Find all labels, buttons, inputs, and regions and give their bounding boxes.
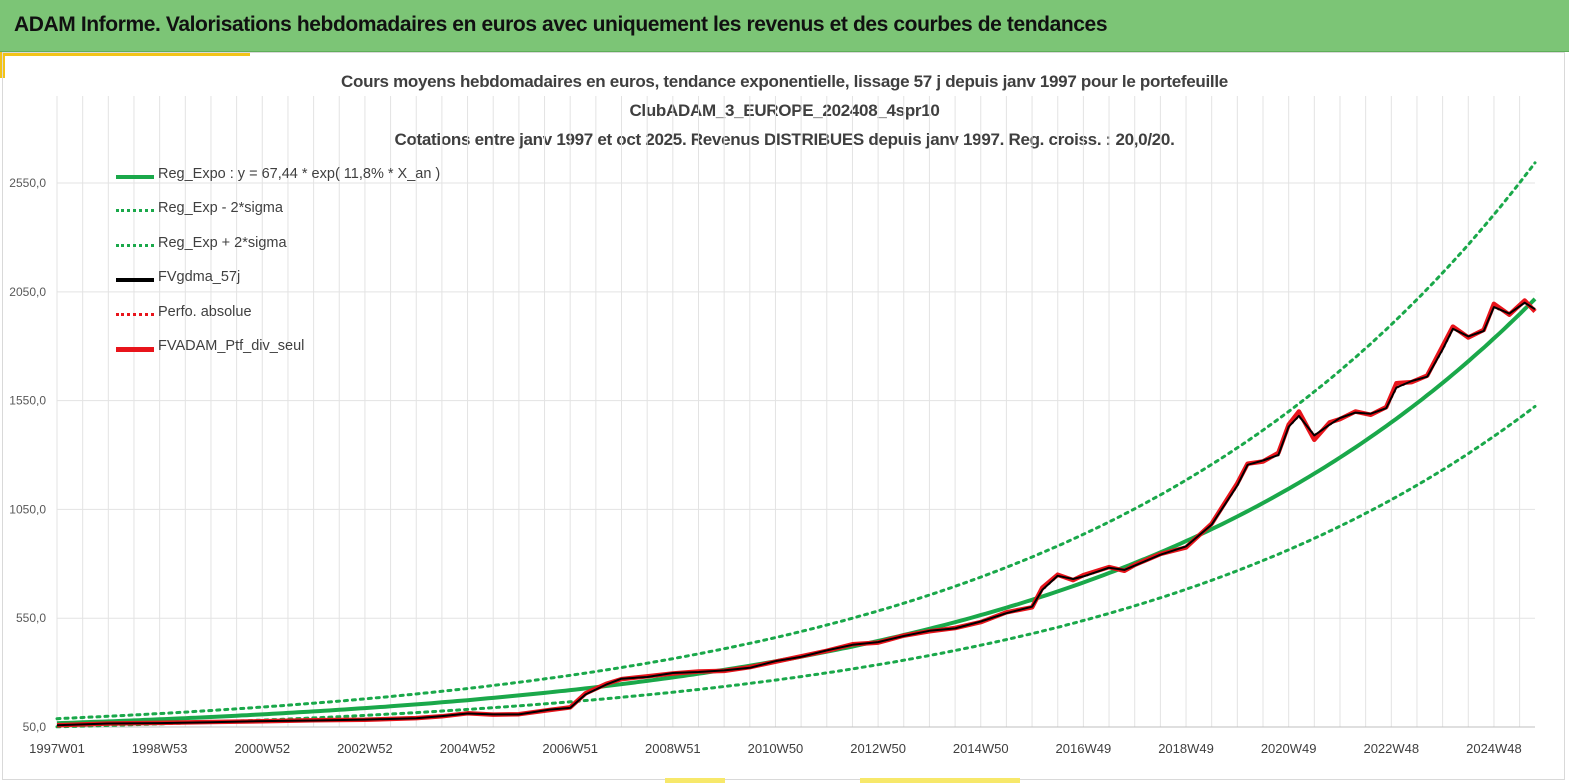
chart-title-line-1: Cours moyens hebdomadaires en euros, ten… xyxy=(341,72,1228,91)
page-title: ADAM Informe. Valorisations hebdomadaire… xyxy=(14,13,1108,36)
x-tick-label: 2002W52 xyxy=(337,741,393,756)
legend-label-reg-exp-plus: Reg_Exp + 2*sigma xyxy=(158,234,287,251)
chart-frame xyxy=(2,52,1565,780)
legend-swatch-reg-exp-plus xyxy=(116,243,154,247)
legend-label-reg-expo: Reg_Expo : y = 67,44 * exp( 11,8% * X_an… xyxy=(158,166,441,182)
x-axis: 1997W01 1998W53 2000W52 2002W52 2004W52 2006W… xyxy=(29,726,1535,756)
series-perfo-absolue xyxy=(56,301,1536,727)
legend-swatch-reg-exp-minus xyxy=(116,209,154,213)
chart-title-line-3: Cotations entre janv 1997 et oct 2025. R… xyxy=(394,130,1175,149)
legend-swatch-reg-expo xyxy=(116,175,154,179)
y-tick-label: 1050,0 xyxy=(9,502,46,516)
y-tick-label: 2050,0 xyxy=(9,285,46,299)
series-fvgdma-57j xyxy=(56,301,1536,727)
x-tick-label: 2004W52 xyxy=(440,741,496,756)
header-banner: ADAM Informe. Valorisations hebdomadaire… xyxy=(0,0,1569,52)
legend-swatch-fvgdma xyxy=(116,278,154,283)
legend-label-reg-exp-minus: Reg_Exp - 2*sigma xyxy=(158,200,283,217)
chart-title-line-2: ClubADAM_3_EUROPE_202408_4spr10 xyxy=(629,101,940,120)
series-reg-exp-minus-2sigma xyxy=(55,404,1537,729)
legend-label-fvgdma: FVgdma_57j xyxy=(158,269,241,286)
x-tick-label: 2024W48 xyxy=(1466,741,1522,756)
x-tick-label: 1998W53 xyxy=(132,741,188,756)
y-axis: 50,0 550,0 1050,0 1550,0 2050,0 2550,0 xyxy=(9,176,46,734)
series-fvadam-ptf-div-seul xyxy=(56,298,1537,728)
x-tick-label: 2016W49 xyxy=(1056,741,1112,756)
x-tick-label: 2008W51 xyxy=(645,741,701,756)
legend-label-perfo: Perfo. absolue xyxy=(158,303,252,320)
y-tick-label: 2550,0 xyxy=(9,176,46,190)
series-reg-exp-plus-2sigma xyxy=(55,161,1537,721)
y-tick-label: 1550,0 xyxy=(9,394,46,408)
legend-label-portfolio: FVADAM_Ptf_div_seul xyxy=(158,337,305,354)
x-tick-label: 2020W49 xyxy=(1261,741,1317,756)
series-layer xyxy=(55,161,1537,729)
x-tick-label: 1997W01 xyxy=(29,741,85,756)
x-tick-label: 2022W48 xyxy=(1363,741,1419,756)
legend-swatch-perfo xyxy=(116,312,154,316)
x-tick-label: 2010W50 xyxy=(748,741,804,756)
accent-bar xyxy=(0,52,250,56)
y-tick-label: 550,0 xyxy=(16,611,46,625)
bottom-accent-1 xyxy=(665,778,725,783)
x-tick-label: 2012W50 xyxy=(850,741,906,756)
y-tick-label: 50,0 xyxy=(23,720,47,734)
legend-swatch-portfolio xyxy=(116,346,154,352)
x-tick-label: 2006W51 xyxy=(542,741,598,756)
bottom-accent-2 xyxy=(860,778,1020,783)
x-tick-label: 2014W50 xyxy=(953,741,1009,756)
x-tick-label: 2000W52 xyxy=(234,741,290,756)
x-tick-label: 2018W49 xyxy=(1158,741,1214,756)
